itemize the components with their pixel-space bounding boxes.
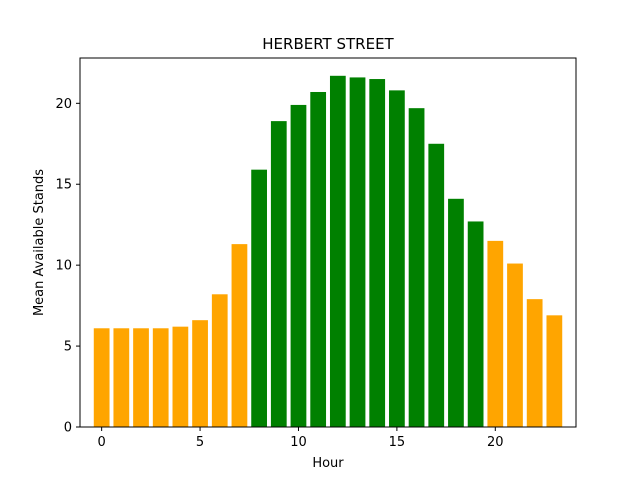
bars-group (93, 75, 563, 428)
y-axis-title: Mean Available Stands (32, 169, 47, 316)
bar-hour-20 (487, 240, 504, 427)
y-tick-label: 15 (55, 178, 72, 193)
bar-hour-2 (133, 328, 149, 427)
bar-hour-11 (310, 91, 327, 428)
chart-title: HERBERT STREET (262, 35, 394, 53)
y-tick-label: 10 (55, 259, 72, 274)
bar-hour-22 (526, 299, 543, 427)
x-tick-label: 15 (389, 435, 406, 450)
x-tick-label: 0 (98, 435, 106, 450)
x-tick-label: 20 (487, 435, 504, 450)
x-axis-ticks: 0 5 10 15 20 (98, 427, 504, 450)
bar-hour-8 (251, 169, 267, 428)
bar-hour-0 (93, 328, 110, 427)
y-axis-ticks: 0 5 10 15 20 (55, 97, 80, 436)
bar-hour-17 (428, 143, 445, 427)
bar-hour-15 (389, 90, 405, 428)
bar-hour-10 (290, 104, 307, 428)
bar-hour-13 (349, 77, 366, 428)
bar-hour-19 (467, 221, 484, 427)
bar-hour-1 (113, 328, 130, 427)
bar-hour-23 (546, 315, 563, 427)
x-tick-label: 10 (290, 435, 307, 450)
bar-hour-18 (448, 198, 464, 427)
bar-hour-5 (192, 320, 208, 427)
y-tick-label: 20 (55, 97, 72, 112)
bar-hour-4 (172, 326, 189, 427)
plot-frame (79, 57, 577, 428)
bar-hour-7 (231, 244, 248, 427)
bar-hour-21 (507, 263, 523, 427)
y-tick-label: 0 (64, 421, 72, 436)
y-tick-label: 5 (64, 340, 72, 355)
x-tick-label: 5 (196, 435, 204, 450)
bar-hour-14 (369, 79, 386, 427)
x-axis-title: Hour (312, 456, 344, 471)
bar-hour-6 (211, 294, 228, 427)
bar-hour-3 (152, 328, 169, 427)
bar-hour-12 (329, 75, 346, 428)
bar-hour-16 (408, 108, 425, 428)
bar-hour-9 (270, 121, 287, 428)
